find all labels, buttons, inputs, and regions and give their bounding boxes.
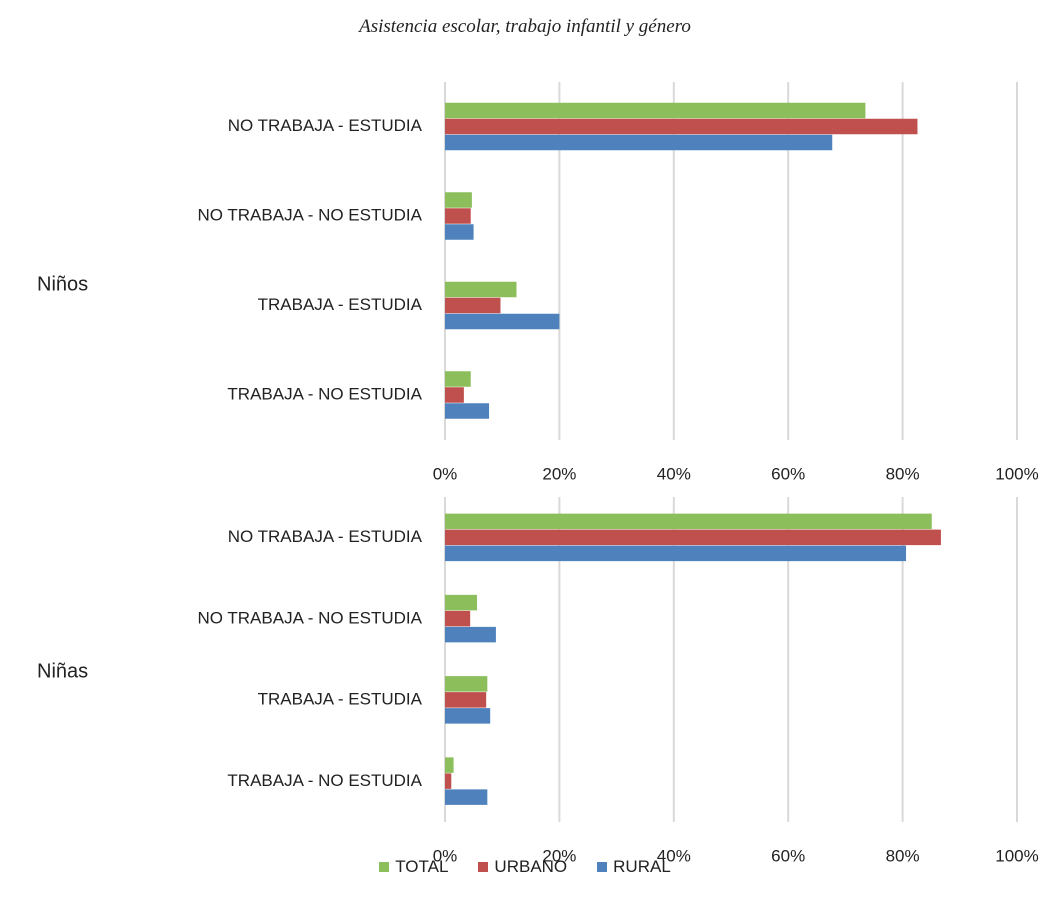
bar-total (445, 281, 517, 298)
legend-label: URBANO (494, 857, 568, 876)
x-tick-label: 20% (542, 846, 576, 865)
x-tick-label: 100% (995, 846, 1038, 865)
bar-urbano (445, 692, 487, 708)
bar-rural (445, 626, 496, 643)
bar-rural (445, 313, 560, 330)
legend-item: TOTAL (379, 857, 448, 877)
legend-swatch (478, 862, 489, 872)
category-label: NO TRABAJA - NO ESTUDIA (197, 206, 422, 225)
legend-swatch (379, 862, 390, 872)
bar-urbano (445, 610, 471, 627)
legend-item: URBANO (478, 857, 567, 877)
bar-rural (445, 789, 488, 805)
x-tick-label: 0% (433, 846, 458, 865)
group-label: Niños (37, 273, 88, 295)
bar-urbano (445, 118, 918, 135)
bar-total (445, 513, 932, 530)
category-label: NO TRABAJA - ESTUDIA (228, 116, 423, 135)
group-label: Niñas (37, 660, 88, 682)
bar-urbano (445, 773, 452, 789)
bar-urbano (445, 529, 941, 546)
category-label: NO TRABAJA - NO ESTUDIA (197, 608, 422, 627)
bar-total (445, 594, 478, 611)
bar-total (445, 102, 866, 119)
x-tick-label: 80% (886, 464, 920, 483)
x-tick-label: 40% (657, 464, 691, 483)
legend-label: RURAL (613, 857, 671, 876)
category-label: TRABAJA - NO ESTUDIA (227, 771, 422, 790)
chart-title: Asistencia escolar, trabajo infantil y g… (359, 16, 691, 37)
legend-label: TOTAL (395, 857, 449, 876)
bar-total (445, 757, 454, 773)
x-tick-label: 100% (995, 464, 1038, 483)
x-tick-label: 20% (542, 464, 576, 483)
bar-rural (445, 708, 491, 724)
bar-rural (445, 403, 490, 419)
bar-rural (445, 224, 474, 240)
bar-total (445, 192, 472, 208)
category-label: TRABAJA - ESTUDIA (258, 690, 423, 709)
bar-urbano (445, 297, 501, 314)
legend: TOTAL URBANO RURAL (0, 857, 1050, 877)
bar-urbano (445, 387, 464, 403)
x-tick-label: 80% (886, 846, 920, 865)
x-tick-label: 60% (771, 464, 805, 483)
bar-total (445, 676, 488, 692)
x-tick-label: 0% (433, 464, 458, 483)
bar-rural (445, 134, 833, 151)
x-tick-label: 40% (657, 846, 691, 865)
x-tick-label: 60% (771, 846, 805, 865)
bar-urbano (445, 208, 471, 224)
legend-item: RURAL (597, 857, 671, 877)
category-label: NO TRABAJA - ESTUDIA (228, 527, 423, 546)
category-label: TRABAJA - ESTUDIA (258, 295, 423, 314)
category-label: TRABAJA - NO ESTUDIA (227, 385, 422, 404)
bar-total (445, 371, 471, 387)
bar-rural (445, 545, 907, 562)
legend-swatch (597, 862, 608, 872)
